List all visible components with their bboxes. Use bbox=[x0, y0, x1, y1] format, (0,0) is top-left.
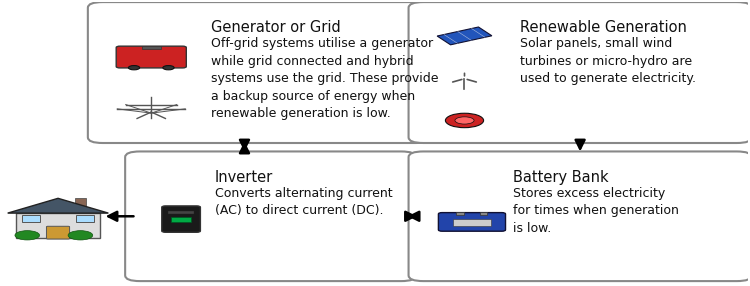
FancyBboxPatch shape bbox=[88, 2, 431, 143]
FancyBboxPatch shape bbox=[46, 226, 70, 239]
FancyBboxPatch shape bbox=[125, 152, 416, 281]
FancyBboxPatch shape bbox=[22, 215, 40, 222]
Circle shape bbox=[163, 65, 174, 70]
FancyBboxPatch shape bbox=[409, 2, 750, 143]
FancyBboxPatch shape bbox=[171, 217, 191, 222]
Circle shape bbox=[68, 231, 93, 240]
Circle shape bbox=[128, 65, 140, 70]
Circle shape bbox=[446, 113, 484, 128]
Text: Renewable Generation: Renewable Generation bbox=[520, 20, 687, 35]
Polygon shape bbox=[8, 198, 108, 213]
FancyBboxPatch shape bbox=[116, 46, 186, 68]
Circle shape bbox=[455, 117, 474, 124]
FancyBboxPatch shape bbox=[75, 198, 86, 207]
Text: Battery Bank: Battery Bank bbox=[513, 170, 608, 185]
FancyBboxPatch shape bbox=[409, 152, 750, 281]
Text: Inverter: Inverter bbox=[214, 170, 273, 185]
Text: Converts alternating current
(AC) to direct current (DC).: Converts alternating current (AC) to dir… bbox=[214, 187, 392, 217]
Text: Stores excess electricity
for times when generation
is low.: Stores excess electricity for times when… bbox=[513, 187, 679, 235]
FancyBboxPatch shape bbox=[457, 212, 464, 214]
FancyBboxPatch shape bbox=[76, 215, 94, 222]
Text: Generator or Grid: Generator or Grid bbox=[211, 20, 340, 35]
FancyBboxPatch shape bbox=[142, 46, 160, 49]
Circle shape bbox=[15, 231, 40, 240]
FancyBboxPatch shape bbox=[16, 213, 100, 239]
FancyBboxPatch shape bbox=[452, 219, 491, 227]
FancyBboxPatch shape bbox=[162, 206, 200, 232]
FancyBboxPatch shape bbox=[168, 211, 194, 214]
FancyBboxPatch shape bbox=[439, 212, 506, 231]
Polygon shape bbox=[437, 27, 492, 45]
Text: Solar panels, small wind
turbines or micro-hydro are
used to generate electricit: Solar panels, small wind turbines or mic… bbox=[520, 37, 697, 85]
FancyBboxPatch shape bbox=[480, 212, 488, 214]
Text: Off-grid systems utilise a generator
while grid connected and hybrid
systems use: Off-grid systems utilise a generator whi… bbox=[211, 37, 439, 120]
